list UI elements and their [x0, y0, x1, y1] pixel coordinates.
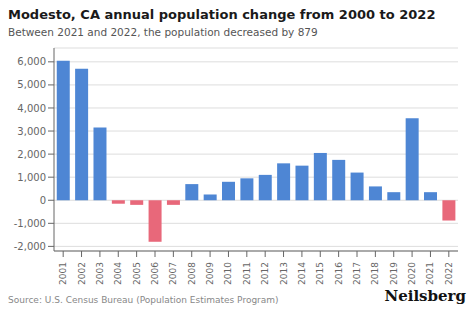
html-text:Neilsberg: Neilsberg [384, 287, 466, 305]
svg-text:0: 0 [40, 195, 46, 206]
svg-text:2014: 2014 [297, 262, 307, 285]
svg-text:1,000: 1,000 [17, 172, 46, 183]
svg-text:2013: 2013 [279, 262, 289, 285]
svg-text:2003: 2003 [95, 262, 105, 285]
svg-text:3,000: 3,000 [17, 126, 46, 137]
svg-text:-2,000: -2,000 [14, 241, 46, 252]
svg-text:2018: 2018 [370, 262, 380, 285]
svg-text:2001: 2001 [58, 262, 68, 285]
svg-text:2020: 2020 [407, 262, 417, 285]
svg-text:5,000: 5,000 [17, 79, 46, 90]
svg-text:2021: 2021 [425, 262, 435, 285]
svg-text:2022: 2022 [444, 262, 454, 285]
svg-text:2009: 2009 [205, 262, 215, 285]
svg-text:2008: 2008 [187, 262, 197, 285]
svg-text:2007: 2007 [168, 262, 178, 285]
svg-text:2015: 2015 [315, 262, 325, 285]
html-text:Modesto, CA annual population: Modesto, CA annual population change fro… [8, 7, 436, 22]
html-text:Source: U.S. Census Bureau (Po: Source: U.S. Census Bureau (Population E… [8, 295, 279, 305]
svg-text:2019: 2019 [389, 262, 399, 285]
svg-text:2012: 2012 [260, 262, 270, 285]
svg-text:2010: 2010 [223, 262, 233, 285]
svg-text:2017: 2017 [352, 262, 362, 285]
svg-text:2002: 2002 [77, 262, 87, 285]
svg-text:2004: 2004 [113, 262, 123, 285]
svg-text:-1,000: -1,000 [14, 218, 46, 229]
svg-text:2005: 2005 [132, 262, 142, 285]
svg-text:6,000: 6,000 [17, 56, 46, 67]
svg-text:2,000: 2,000 [17, 149, 46, 160]
html-text:Between 2021 and 2022, the pop: Between 2021 and 2022, the population de… [8, 26, 318, 38]
svg-text:2006: 2006 [150, 262, 160, 285]
svg-text:2016: 2016 [334, 262, 344, 285]
svg-text:4,000: 4,000 [17, 103, 46, 114]
svg-text:2011: 2011 [242, 262, 252, 285]
